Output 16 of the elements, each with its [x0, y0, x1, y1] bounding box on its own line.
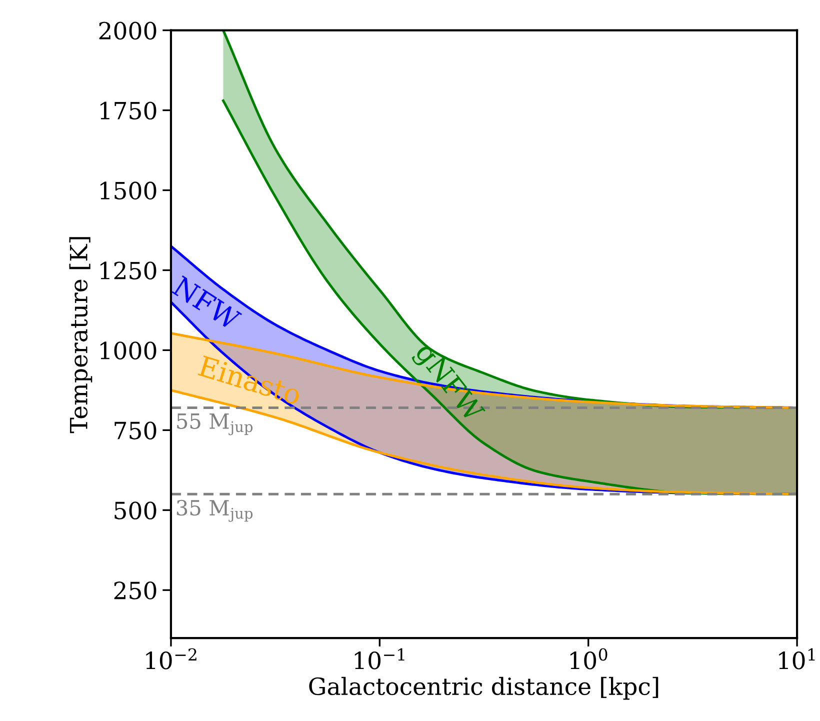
y-tick-label: 1500 — [100, 182, 156, 200]
x-tick-label: 10$^{−2}$ — [146, 648, 196, 670]
y-tick-label: 1750 — [100, 102, 156, 120]
y-tick-label: 250 — [114, 582, 156, 600]
y-tick-label: 1250 — [100, 262, 156, 280]
y-tick-label: 1000 — [100, 342, 156, 360]
y-axis-title: Temperature [K] — [69, 237, 92, 434]
y-tick-label: 500 — [114, 502, 156, 520]
x-tick-label: 10$^{1}$ — [779, 648, 815, 670]
ref-line-label: 55 M$_{jup}$ — [177, 414, 253, 436]
x-tick-label: 10$^{0}$ — [570, 648, 608, 670]
x-tick-label: 10$^{−1}$ — [354, 648, 404, 670]
y-tick-label: 750 — [114, 422, 156, 440]
ref-line-label: 35 M$_{jup}$ — [176, 500, 253, 522]
y-tick-label: 2000 — [99, 22, 156, 40]
x-axis-title: Galactocentric distance [kpc] — [309, 676, 658, 700]
